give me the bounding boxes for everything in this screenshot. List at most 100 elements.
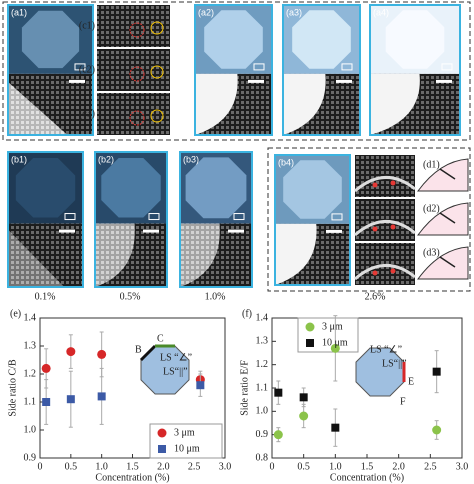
panel-label: (a1) bbox=[11, 7, 27, 17]
legend-marker bbox=[157, 428, 167, 438]
y-tick-label: 1.4 bbox=[256, 312, 269, 323]
panel-label: (a4) bbox=[373, 7, 389, 17]
legend-marker bbox=[306, 339, 314, 347]
inset-octagon bbox=[355, 347, 405, 397]
particle bbox=[390, 224, 396, 230]
scale-bar bbox=[331, 213, 343, 221]
x-tick-label: 1.5 bbox=[361, 461, 374, 472]
micrograph bbox=[97, 5, 170, 47]
scale-bar bbox=[441, 63, 453, 71]
x-tick-label: 0.5 bbox=[297, 461, 310, 472]
highlight bbox=[150, 21, 164, 35]
panel-label: (a3) bbox=[286, 7, 302, 17]
y-tick-label: 1.0 bbox=[256, 406, 269, 417]
zoom-region bbox=[275, 223, 317, 285]
legend-label: 3 μm bbox=[322, 321, 343, 332]
highlight bbox=[129, 66, 145, 82]
x-tick-label: 0 bbox=[270, 461, 275, 472]
particle bbox=[390, 268, 396, 274]
edge-B bbox=[139, 344, 157, 362]
x-tick-label: 2.5 bbox=[188, 461, 201, 472]
panel-label: (b4) bbox=[278, 157, 294, 167]
annotation: C bbox=[157, 333, 164, 344]
y-tick-label: 1.4 bbox=[24, 312, 37, 323]
scale-bar bbox=[326, 229, 342, 233]
x-tick-label: 1.5 bbox=[126, 461, 139, 472]
x-axis-label: Concentration (%) bbox=[330, 472, 404, 483]
highlight bbox=[150, 109, 164, 123]
edge bbox=[354, 220, 416, 237]
legend-marker bbox=[158, 445, 166, 453]
diagram-arrow bbox=[439, 256, 456, 268]
scale-bar bbox=[143, 229, 159, 233]
legend-marker bbox=[305, 322, 315, 332]
particle bbox=[372, 226, 378, 232]
micrograph bbox=[97, 93, 170, 135]
x-tick-label: 2.0 bbox=[157, 461, 170, 472]
legend-label: 3 μm bbox=[174, 427, 195, 438]
y-axis-label: Side ratio E/F bbox=[239, 360, 250, 416]
y-tick-label: 1.1 bbox=[24, 396, 37, 407]
point bbox=[330, 343, 340, 353]
dashed-frame bbox=[2, 1, 471, 141]
inset-octagon bbox=[140, 345, 190, 395]
y-tick-label: 0.8 bbox=[256, 452, 269, 463]
panel-label: (b2) bbox=[98, 154, 114, 164]
particle bbox=[372, 270, 378, 276]
panel-frame bbox=[274, 154, 351, 286]
legend-label: 10 μm bbox=[322, 337, 348, 348]
point bbox=[97, 392, 106, 401]
zoom-region bbox=[8, 81, 68, 135]
zoom-region bbox=[8, 229, 65, 287]
panel-label: (d1) bbox=[423, 159, 440, 170]
panel-frame bbox=[7, 4, 94, 136]
zoom-region bbox=[95, 223, 135, 287]
edge bbox=[354, 264, 416, 281]
octagon bbox=[283, 160, 342, 219]
scale-bar bbox=[69, 79, 85, 83]
panel-label: (c1) bbox=[79, 20, 95, 31]
y-tick-label: 1.0 bbox=[24, 424, 37, 435]
diagram-arrow bbox=[439, 168, 456, 180]
scale-bar bbox=[341, 63, 353, 71]
zoom-region bbox=[370, 73, 420, 135]
diagram-arrow bbox=[439, 212, 456, 224]
point bbox=[273, 430, 283, 440]
point bbox=[196, 381, 205, 390]
scale-bar bbox=[248, 79, 264, 83]
y-tick-label: 0.9 bbox=[256, 429, 269, 440]
diagram bbox=[417, 246, 469, 280]
annotation: LS “∠” bbox=[160, 352, 192, 363]
zoom-region bbox=[195, 73, 238, 135]
edge bbox=[354, 176, 416, 193]
annotation: E bbox=[408, 376, 414, 387]
legend-label: 10 μm bbox=[174, 443, 200, 454]
x-tick-label: 0.5 bbox=[65, 461, 78, 472]
panel-label: (e) bbox=[10, 308, 21, 319]
octagon bbox=[385, 10, 445, 69]
panel-label: (c3) bbox=[79, 108, 95, 119]
scale-bar bbox=[336, 79, 352, 83]
y-tick-label: 1.1 bbox=[256, 382, 269, 393]
x-tick-label: 2.0 bbox=[392, 461, 405, 472]
y-tick-label: 1.3 bbox=[256, 336, 269, 347]
panel-label: (b1) bbox=[11, 154, 27, 164]
zoom-region bbox=[180, 223, 220, 287]
x-tick-label: 1.0 bbox=[95, 461, 108, 472]
x-tick-label: 3.0 bbox=[219, 461, 232, 472]
panel-frame bbox=[7, 151, 84, 288]
concentration-label: 0.1% bbox=[35, 291, 56, 302]
y-tick-label: 0.9 bbox=[24, 452, 37, 463]
x-tick-label: 2.5 bbox=[424, 461, 437, 472]
octagon bbox=[204, 10, 263, 69]
point bbox=[66, 395, 75, 404]
annotation: LS“||” bbox=[163, 366, 188, 377]
scale-bar bbox=[436, 79, 452, 83]
scale-bar bbox=[228, 229, 244, 233]
scale-bar bbox=[64, 213, 76, 221]
highlight bbox=[129, 110, 145, 126]
particle bbox=[390, 180, 396, 186]
panel-frame bbox=[94, 151, 168, 288]
y-tick-label: 1.2 bbox=[24, 368, 37, 379]
